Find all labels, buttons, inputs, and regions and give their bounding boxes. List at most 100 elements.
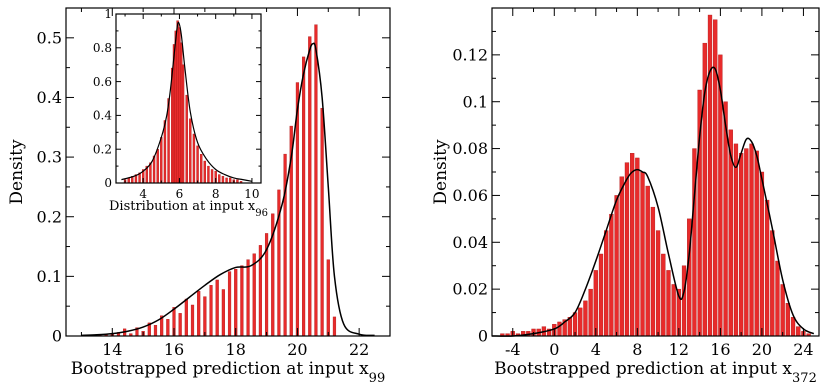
y-tick-label: 0.6 — [93, 75, 112, 89]
x-axis-label: Bootstrapped prediction at input x372 — [494, 359, 817, 386]
x-tick-label: 6 — [176, 187, 184, 201]
y-tick-label: 0 — [52, 327, 62, 346]
histogram-bar — [645, 185, 650, 337]
x-tick-label: 14 — [102, 340, 122, 359]
histogram-bar — [283, 153, 287, 337]
y-tick-label: 0.8 — [93, 41, 112, 55]
x-axis-label-subscript: 96 — [255, 208, 268, 219]
x-tick-label: 10 — [244, 187, 259, 201]
histogram-bar — [598, 253, 604, 337]
histogram-bar — [163, 120, 167, 184]
histogram-bar — [624, 162, 630, 337]
histogram-bar — [209, 285, 213, 337]
histogram-bar — [210, 169, 214, 184]
plot-frame — [65, 7, 391, 337]
inset-chart: 4 6 8 10 0 0.2 0.4 0.6 0.8 1 Distribution at input… — [93, 7, 268, 219]
x-tick-label: 18 — [226, 340, 246, 359]
y-tick-label: 0.4 — [37, 88, 62, 107]
histogram-bar — [578, 307, 583, 337]
bars — [500, 14, 811, 337]
histogram-bar — [203, 296, 207, 337]
histogram-bar — [593, 270, 598, 337]
histogram-bar — [635, 157, 640, 337]
histogram-bar — [640, 171, 645, 337]
y-tick-label: 0.1 — [37, 267, 62, 286]
histogram-bar — [160, 137, 163, 184]
histogram-bar — [557, 321, 562, 337]
histogram-bar — [221, 289, 225, 337]
histogram-bar — [614, 195, 619, 337]
histogram-bar — [780, 284, 785, 337]
x-axis-label-text: Bootstrapped prediction at input x — [71, 359, 369, 379]
y-tick-label: 0.12 — [452, 45, 488, 64]
histogram-bar — [190, 304, 195, 337]
x-tick-label: 12 — [669, 340, 689, 359]
histogram-bar — [661, 253, 666, 337]
plot-frame — [491, 7, 820, 337]
histogram-bar — [240, 265, 244, 337]
histogram-bar — [770, 230, 775, 337]
x-tick-label: 24 — [793, 340, 813, 359]
histogram-bar — [332, 316, 337, 337]
y-tick-label: 0.2 — [93, 142, 112, 156]
histogram-bar — [759, 171, 765, 337]
histogram-bar — [156, 148, 159, 184]
y-tick-label: 0 — [478, 327, 488, 346]
x-axis-label-text: Bootstrapped prediction at input x — [494, 359, 792, 379]
histogram-bar — [218, 174, 221, 184]
histogram-bar — [707, 14, 713, 337]
histogram-bar — [221, 176, 225, 184]
histogram-bar — [153, 325, 158, 337]
histogram-bar — [785, 303, 791, 337]
y-axis-label: Density — [7, 139, 27, 205]
histogram-bar — [234, 269, 238, 337]
histogram-bar — [189, 118, 192, 184]
histogram-bar — [196, 145, 199, 184]
x-axis-label: Distribution at input x96 — [109, 199, 268, 219]
histogram-bar — [127, 177, 130, 184]
y-tick-label: 0.08 — [452, 139, 488, 158]
x-tick-label: 8 — [212, 187, 220, 201]
histogram-bar — [629, 153, 635, 337]
x-tick-label: 0 — [549, 340, 559, 359]
y-tick-label: 1 — [104, 7, 112, 21]
density-curve — [491, 66, 815, 337]
histogram-bar — [609, 213, 614, 337]
right-chart: -4 0 4 8 12 16 20 24 0 0.02 0.04 0.06 0.08 0.1 0.12 Boo… — [431, 7, 820, 386]
histogram-bar — [738, 153, 744, 337]
y-tick-label: 0 — [104, 176, 112, 190]
x-tick-label: 4 — [591, 340, 601, 359]
histogram-bar — [796, 326, 801, 337]
x-axis-label-subscript: 99 — [369, 371, 386, 386]
bars — [98, 24, 337, 337]
histogram-bar — [588, 288, 593, 337]
density-curve — [81, 42, 375, 337]
density-curve — [121, 21, 253, 182]
histogram-bar — [203, 160, 207, 184]
histogram-bar — [197, 291, 201, 337]
x-tick-label: -4 — [505, 340, 521, 359]
x-axis-label: Bootstrapped prediction at input x99 — [71, 359, 385, 386]
histogram-bar — [666, 270, 671, 337]
x-tick-label: 16 — [164, 340, 184, 359]
x-axis-label-text: Distribution at input x — [109, 199, 256, 214]
histogram-bar — [199, 154, 203, 184]
histogram-bar — [326, 259, 330, 337]
y-tick-label: 0.3 — [37, 148, 62, 167]
x-tick-label: 16 — [710, 340, 730, 359]
histogram-bar — [733, 143, 739, 337]
y-tick-label: 0.2 — [37, 207, 62, 226]
histogram-bar — [744, 148, 749, 337]
histogram-bar — [749, 143, 754, 337]
histogram-bar — [178, 313, 182, 337]
histogram-bar — [166, 319, 170, 337]
y-tick-label: 0.4 — [93, 109, 112, 123]
x-tick-label: 22 — [349, 340, 369, 359]
histogram-bar — [583, 300, 588, 337]
histogram-bar — [308, 36, 312, 337]
y-tick-label: 0.5 — [37, 28, 62, 47]
y-tick-label: 0.02 — [452, 280, 488, 299]
histogram-bar — [185, 94, 188, 184]
